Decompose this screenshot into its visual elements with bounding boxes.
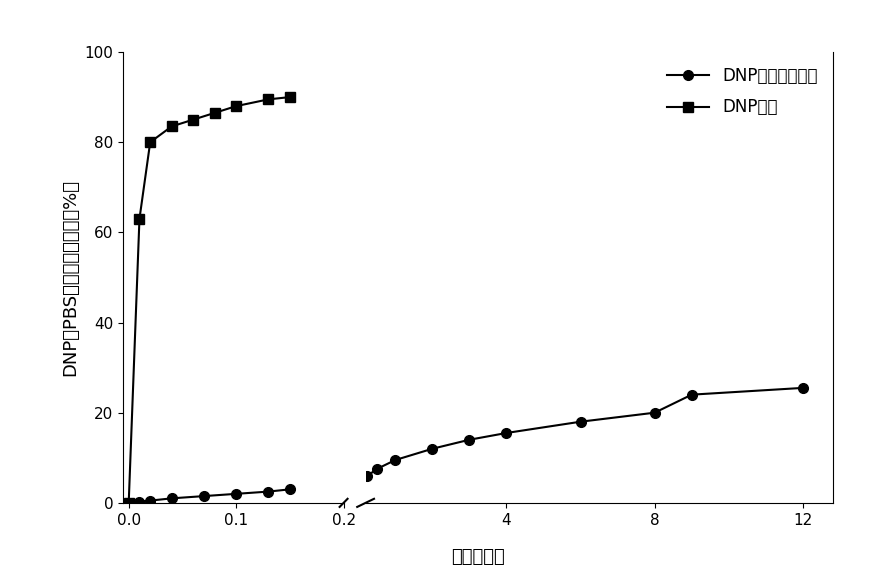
Text: 时间（天）: 时间（天） <box>451 549 505 566</box>
Legend: DNP磷脂司盘凝胶, DNP溶液: DNP磷脂司盘凝胶, DNP溶液 <box>661 60 825 123</box>
Y-axis label: DNP在PBS中的累计释放量（%）: DNP在PBS中的累计释放量（%） <box>61 179 79 376</box>
